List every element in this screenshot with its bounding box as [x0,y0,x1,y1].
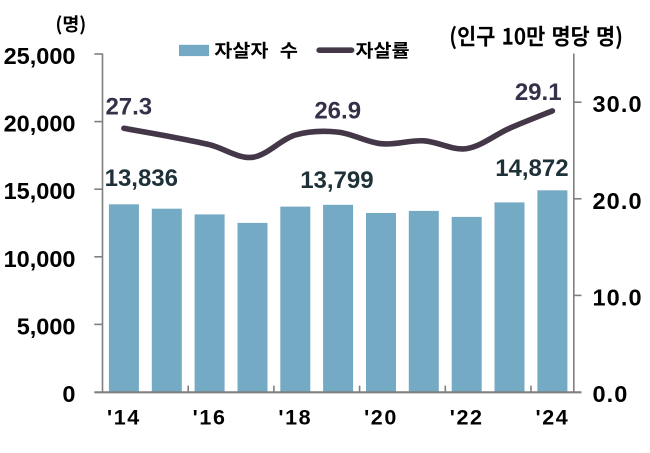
svg-text:27.3: 27.3 [105,94,152,121]
svg-text:15,000: 15,000 [4,178,76,204]
svg-text:30.0: 30.0 [593,91,643,117]
svg-text:10,000: 10,000 [4,246,76,272]
svg-text:'20: '20 [364,406,398,430]
svg-text:26.9: 26.9 [314,98,361,125]
svg-text:20,000: 20,000 [4,111,76,137]
svg-text:'18: '18 [278,406,312,430]
svg-text:'22: '22 [450,406,484,430]
svg-text:0.0: 0.0 [593,381,629,407]
svg-text:'16: '16 [193,406,227,430]
svg-text:25,000: 25,000 [4,43,76,69]
svg-text:5,000: 5,000 [17,313,76,339]
svg-text:29.1: 29.1 [515,79,562,106]
svg-text:10.0: 10.0 [593,284,643,310]
svg-text:14,872: 14,872 [495,155,568,182]
svg-text:13,799: 13,799 [300,167,373,194]
svg-text:0: 0 [62,381,75,407]
svg-text:13,836: 13,836 [105,165,178,192]
svg-text:'24: '24 [535,406,569,430]
svg-text:'14: '14 [107,406,141,430]
svg-text:20.0: 20.0 [593,188,643,214]
